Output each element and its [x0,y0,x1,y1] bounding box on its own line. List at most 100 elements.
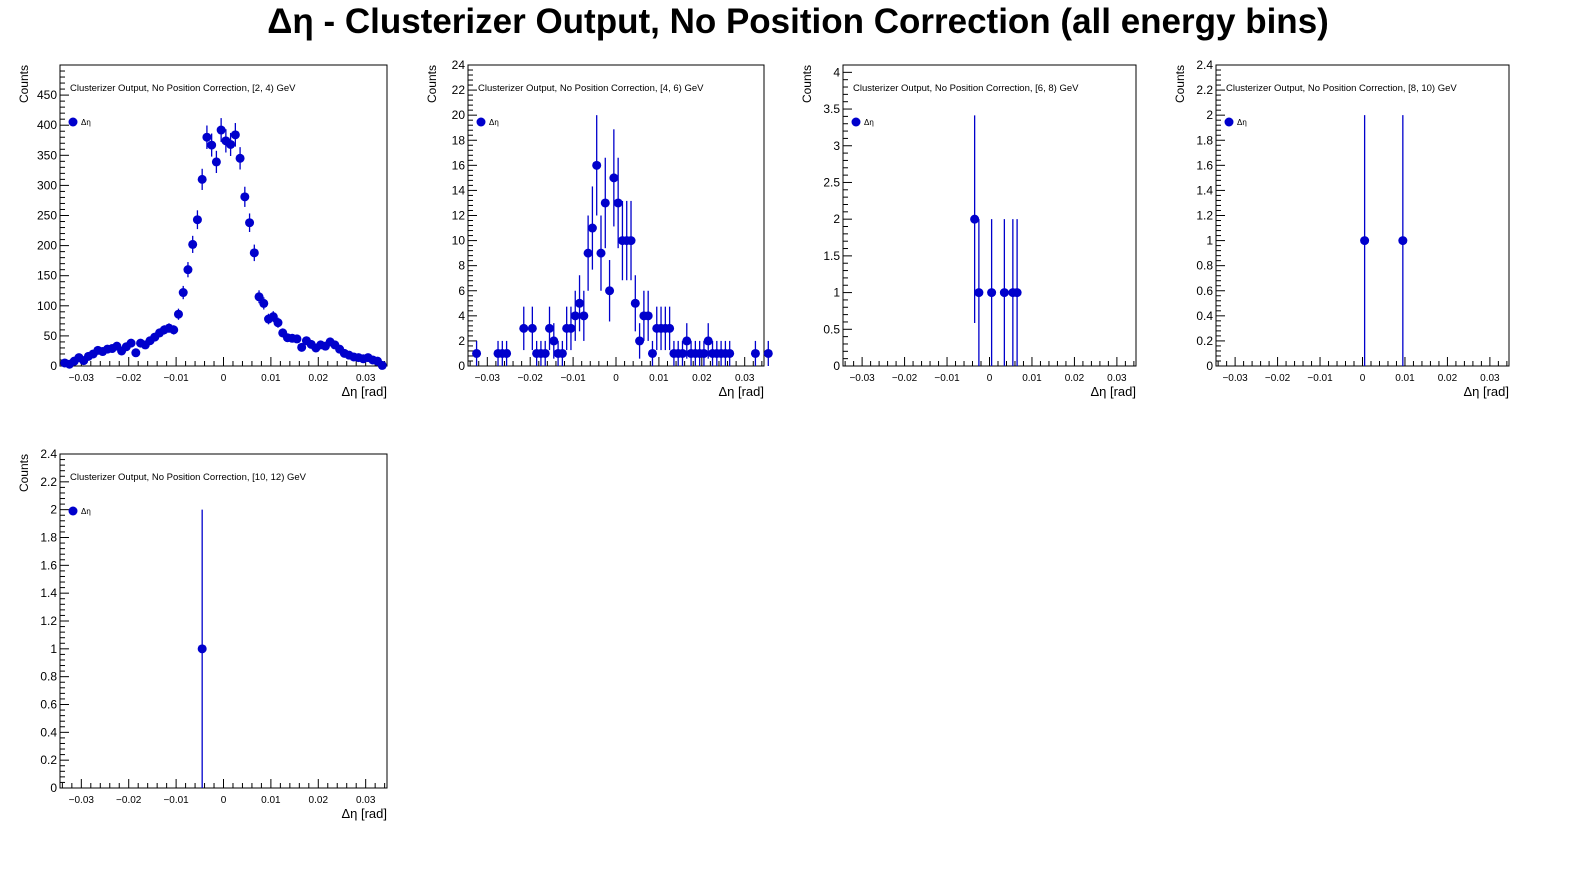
y-tick-label: 1.8 [40,531,57,545]
y-tick-label: 2 [833,212,840,226]
data-point [1398,236,1408,246]
x-tick-label: −0.03 [475,373,501,384]
data-point [587,223,597,233]
x-tick-label: 0.03 [1107,373,1127,384]
data-point [596,248,606,258]
y-tick-label: 0 [833,359,840,373]
data-point [566,323,576,333]
y-tick-label: 1.6 [40,558,57,572]
x-tick-label: −0.01 [1307,373,1333,384]
y-tick-label: 18 [452,133,466,147]
x-tick-label: 0.01 [261,795,281,806]
y-tick-label: 300 [37,178,57,192]
data-point [249,248,259,258]
x-tick-label: 0.01 [649,373,669,384]
y-tick-label: 1.5 [823,249,840,263]
data-point [970,214,980,224]
legend-marker [68,506,78,516]
plot-frame [467,64,765,367]
y-tick-label: 1.2 [40,614,57,628]
plot-frame [842,64,1137,367]
data-point [268,312,278,322]
y-tick-label: 1.2 [1196,209,1213,223]
y-tick-label: 200 [37,239,57,253]
y-tick-label: 0.4 [40,725,57,739]
data-point [643,311,653,321]
y-tick-label: 4 [458,309,465,323]
y-tick-label: 2 [458,334,465,348]
data-point [188,239,198,249]
y-tick-label: 10 [452,234,466,248]
x-tick-label: 0.01 [261,373,281,384]
x-tick-label: −0.02 [1265,373,1291,384]
data-point [609,173,619,183]
x-tick-label: 0.03 [735,373,755,384]
panel-title: Clusterizer Output, No Position Correcti… [1226,83,1457,94]
data-point [575,298,585,308]
y-axis-title: Counts [17,65,31,103]
y-tick-label: 1 [1206,234,1213,248]
y-tick-label: 2.4 [1196,58,1213,72]
y-tick-label: 3.5 [823,102,840,116]
data-point [613,198,623,208]
y-tick-label: 0.2 [40,753,57,767]
data-point [1360,236,1370,246]
data-point [211,157,221,167]
data-point [540,348,550,358]
data-point [626,236,636,246]
data-point [192,215,202,225]
x-tick-label: −0.01 [934,373,960,384]
data-point [725,348,735,358]
data-point [240,192,250,202]
x-axis-title: Δη [rad] [1090,384,1136,399]
data-point [665,323,675,333]
x-axis-title: Δη [rad] [718,384,764,399]
y-tick-label: 0 [50,781,57,795]
y-tick-label: 2.2 [40,475,57,489]
y-tick-label: 0 [50,359,57,373]
x-tick-label: 0 [987,373,993,384]
data-point [682,336,692,346]
x-tick-label: −0.02 [116,373,142,384]
y-tick-label: 1.8 [1196,133,1213,147]
legend-label: Δη [81,118,91,127]
data-point [472,348,482,358]
y-tick-label: 1 [50,642,57,656]
legend-label: Δη [1237,118,1247,127]
data-point [519,323,529,333]
x-tick-label: −0.03 [1222,373,1248,384]
x-tick-label: 0.02 [692,373,712,384]
x-tick-label: 0.02 [309,795,329,806]
legend-marker [68,117,78,127]
data-point [600,198,610,208]
data-point [763,348,773,358]
y-axis-title: Counts [17,454,31,492]
x-axis-title: Δη [rad] [1463,384,1509,399]
data-point [377,360,387,370]
data-point [750,348,760,358]
data-point [273,318,283,328]
data-point [235,153,245,163]
y-tick-label: 16 [452,158,466,172]
data-point [292,334,302,344]
legend-label: Δη [81,507,91,516]
data-point [635,336,645,346]
y-tick-label: 450 [37,88,57,102]
data-point [230,130,240,140]
x-tick-label: 0.03 [1480,373,1500,384]
data-point [579,311,589,321]
x-tick-label: 0 [613,373,619,384]
data-point [677,348,687,358]
y-tick-label: 0 [1206,359,1213,373]
legend-label: Δη [864,118,874,127]
y-tick-label: 250 [37,209,57,223]
y-tick-label: 0 [458,359,465,373]
plot-frame [59,64,388,367]
x-tick-label: 0.03 [356,795,376,806]
y-tick-label: 0.6 [40,698,57,712]
y-tick-label: 150 [37,269,57,283]
y-tick-label: 100 [37,299,57,313]
data-point [226,139,236,149]
x-tick-label: 0.01 [1395,373,1415,384]
